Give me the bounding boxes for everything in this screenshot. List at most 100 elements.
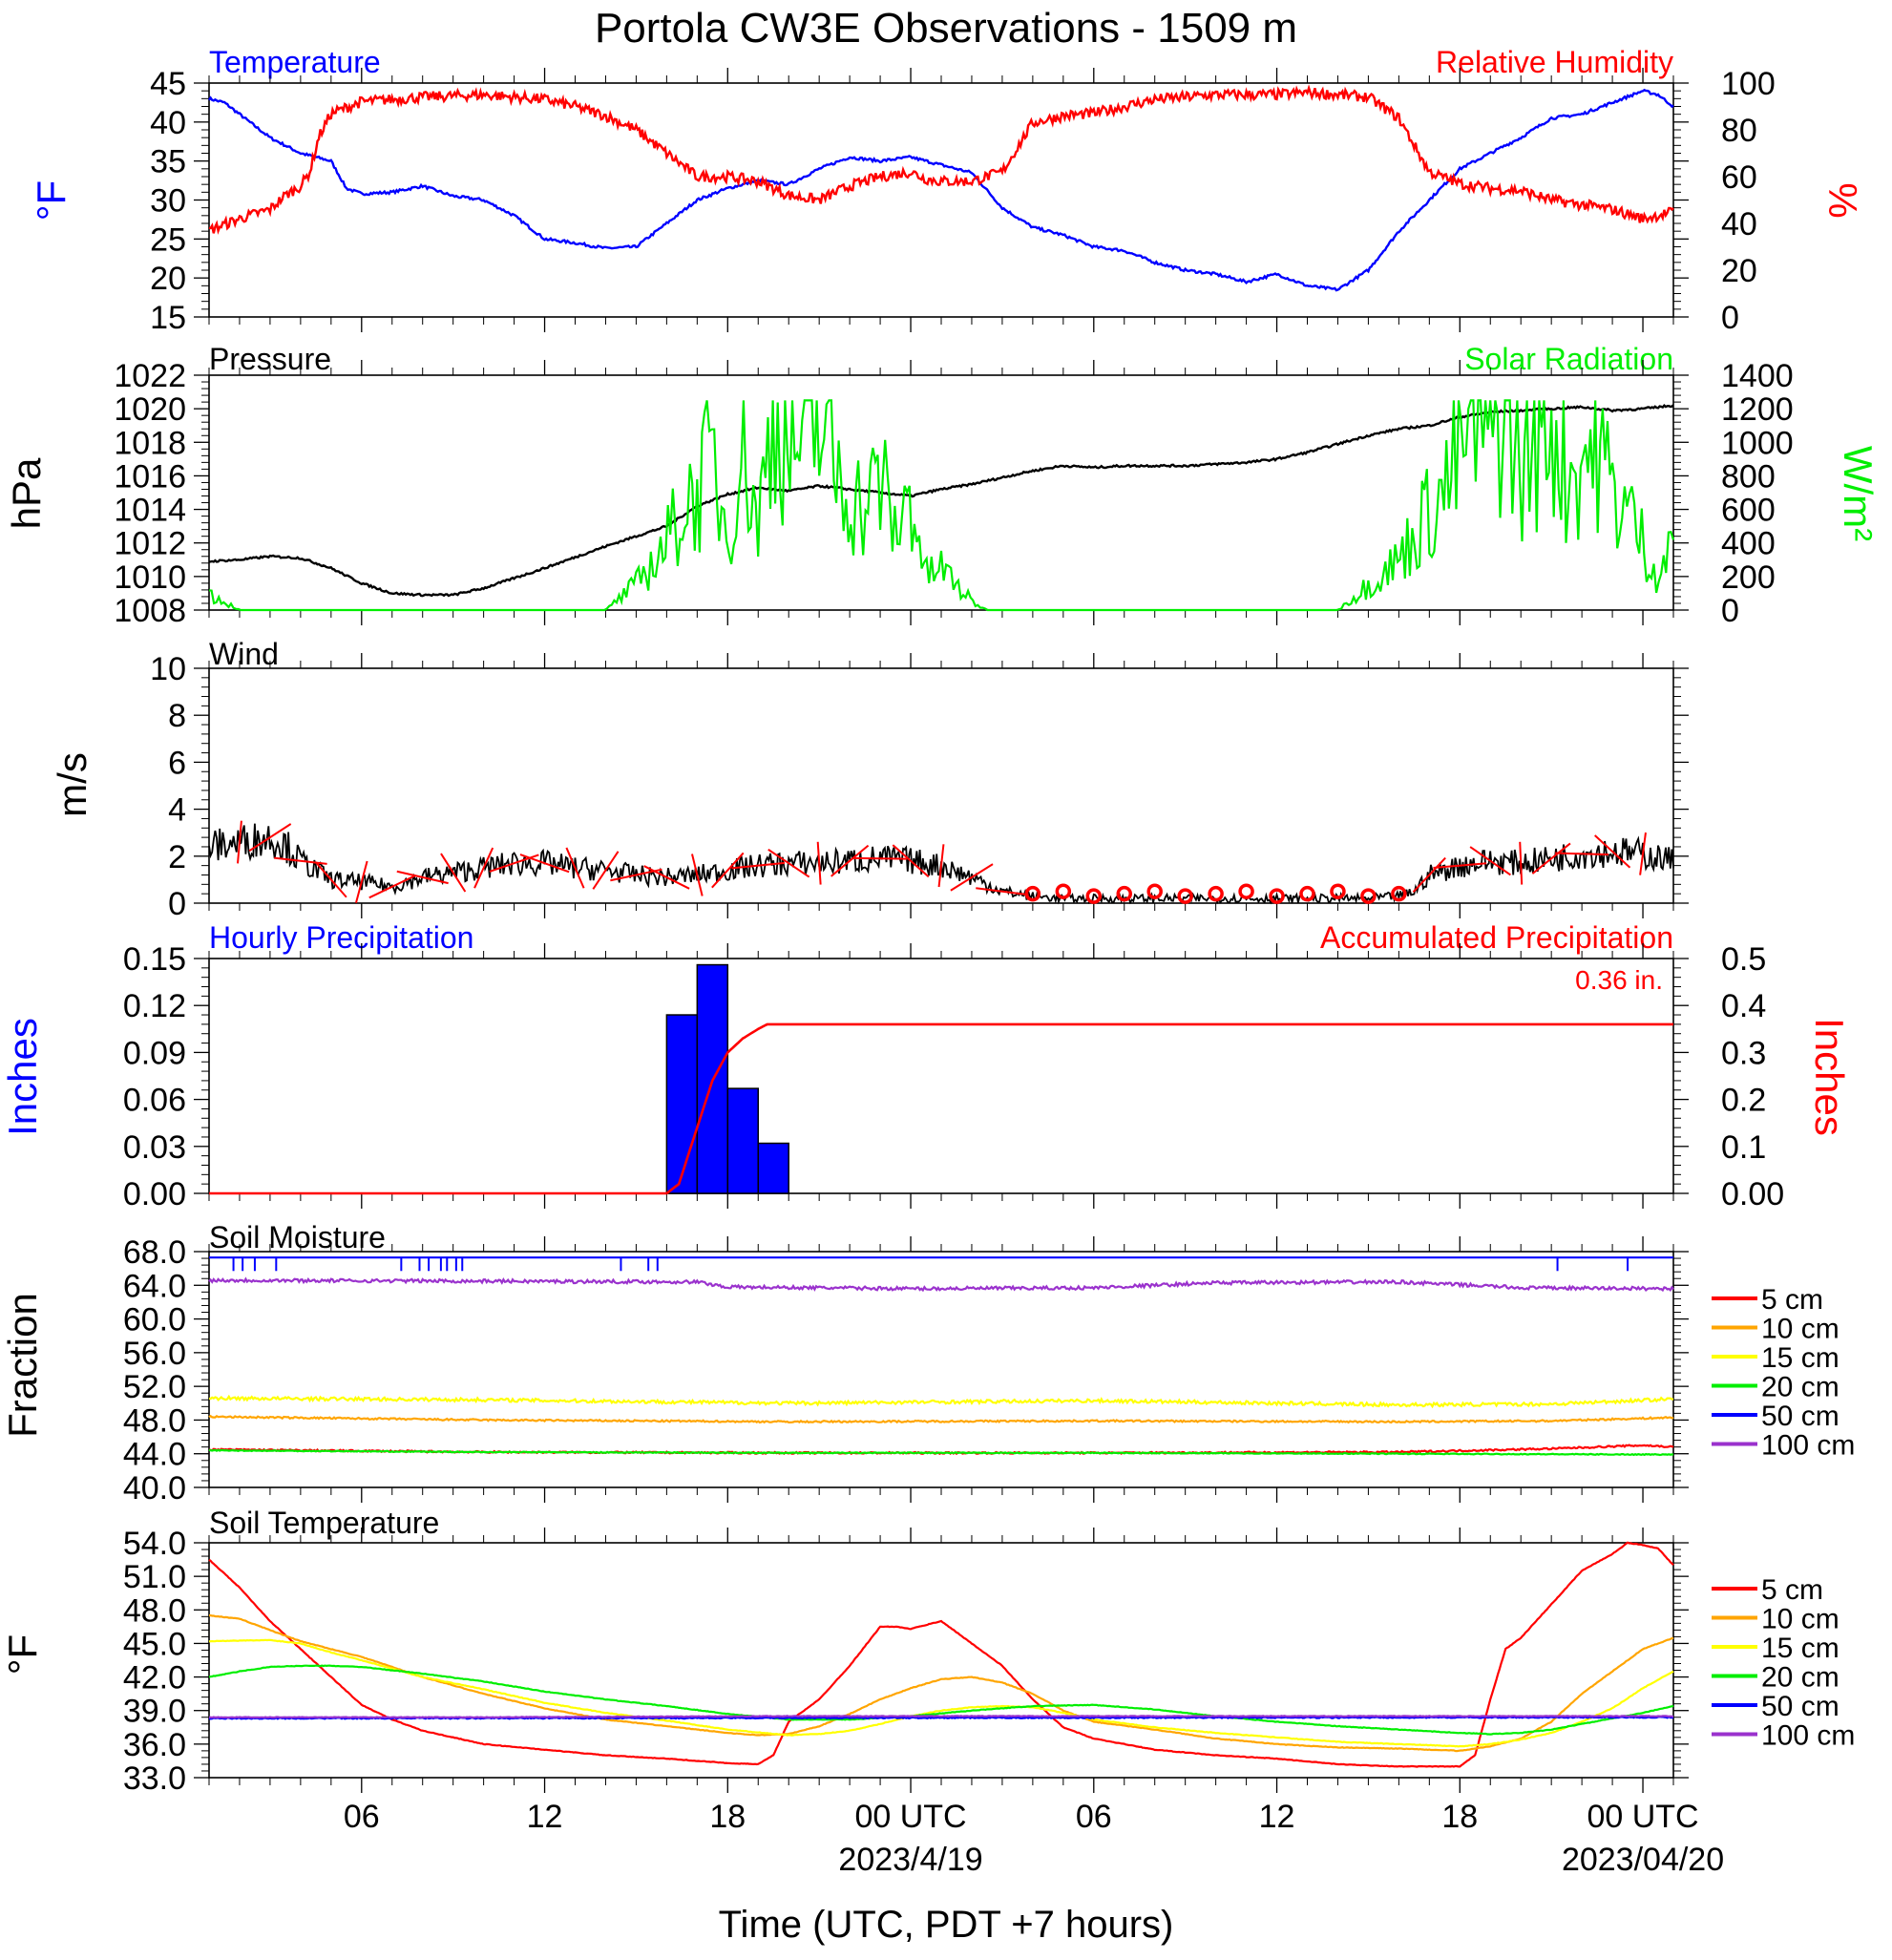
wind-unit: m/s <box>50 752 95 817</box>
wind-direction-stick <box>274 856 327 865</box>
right-tick-label: 1400 <box>1721 358 1794 394</box>
y-tick-label: 1020 <box>114 391 186 428</box>
wind-direction-stick <box>368 875 416 899</box>
pressure-unit: hPa <box>4 457 49 529</box>
right-tick-label: 100 <box>1721 66 1776 102</box>
soil-temp-line-15cm <box>208 1638 1674 1748</box>
wind-direction-stick <box>592 851 620 890</box>
wind-direction-stick <box>237 820 242 864</box>
accum-precip-title: Accumulated Precipitation <box>1320 920 1673 955</box>
right-tick-label: 0.4 <box>1721 988 1766 1024</box>
wind-direction-stick <box>355 860 368 904</box>
plot-frame <box>208 958 1674 1194</box>
wind-direction-stick <box>937 844 945 888</box>
soil-moisture-line-20cm <box>208 1448 1674 1457</box>
soil-temp-line-100cm <box>208 1715 1674 1719</box>
wind-direction-stick <box>440 853 467 893</box>
y-tick-label: 0 <box>168 886 186 922</box>
y-tick-label: 54.0 <box>123 1526 186 1562</box>
soil-moisture-panel: Soil Moisture Fraction 40.044.048.052.05… <box>0 1220 1689 1507</box>
y-tick-label: 30 <box>150 183 186 220</box>
y-tick-label: 0.03 <box>123 1129 186 1166</box>
wind-direction-stick <box>643 865 690 890</box>
y-tick-label: 0.00 <box>123 1176 186 1212</box>
wind-direction-stick <box>1555 852 1609 856</box>
wind-calm-marker <box>1360 888 1377 904</box>
humidity-unit: % <box>1820 182 1865 218</box>
legend-label: 15 cm <box>1761 1633 1839 1664</box>
right-tick-label: 1000 <box>1721 425 1794 461</box>
wind-direction-stick <box>767 848 810 878</box>
y-tick-label: 51.0 <box>123 1559 186 1595</box>
y-tick-label: 0.06 <box>123 1083 186 1119</box>
y-tick-label: 56.0 <box>123 1336 186 1372</box>
wind-panel: Wind m/s 0 2 4 6 8 10 <box>50 637 1689 922</box>
humidity-line <box>208 84 1674 235</box>
y-tick-label: 1010 <box>114 559 186 596</box>
y-tick-label: 2 <box>168 839 186 875</box>
right-tick-label: 1200 <box>1721 391 1794 428</box>
y-tick-label: 0.12 <box>123 988 186 1024</box>
soil-temp-line-5cm <box>208 1541 1674 1768</box>
wind-direction-stick <box>519 854 570 874</box>
plot-frame <box>208 82 1674 318</box>
y-tick-label: 1014 <box>114 493 186 529</box>
wind-direction-stick <box>1469 846 1511 876</box>
y-tick-label: 35 <box>150 144 186 180</box>
x-tick-label: 12 <box>1259 1799 1295 1835</box>
soil-moisture-title: Soil Moisture <box>209 1220 386 1254</box>
wind-calm-marker <box>1085 888 1103 904</box>
solar-title: Solar Radiation <box>1464 342 1673 376</box>
wind-direction-stick <box>565 847 585 889</box>
y-tick-label: 25 <box>150 221 186 258</box>
right-tick-label: 0.3 <box>1721 1035 1766 1071</box>
right-tick-label: 0 <box>1721 300 1739 336</box>
wind-direction-stick <box>853 856 908 860</box>
wind-direction-stick <box>976 887 1029 896</box>
hourly-precip-unit: Inches <box>0 1018 45 1136</box>
right-tick-label: 0.2 <box>1721 1083 1766 1119</box>
solar-unit: W/m² <box>1836 446 1881 541</box>
legend-label: 10 cm <box>1761 1314 1839 1345</box>
y-tick-label: 64.0 <box>123 1268 186 1304</box>
x-axis-label: Time (UTC, PDT +7 hours) <box>719 1904 1174 1946</box>
wind-calm-marker <box>1391 885 1407 902</box>
right-tick-label: 20 <box>1721 253 1757 289</box>
precip-bar <box>757 1142 789 1194</box>
solar-radiation-line <box>208 399 1675 612</box>
wind-direction-stick <box>473 847 494 889</box>
wind-calm-marker <box>1177 888 1193 904</box>
y-tick-label: 1008 <box>114 593 186 629</box>
soil-temp-title: Soil Temperature <box>209 1506 439 1540</box>
soil-temp-line-20cm <box>208 1664 1674 1736</box>
soil-moisture-line-10cm <box>208 1414 1674 1424</box>
wind-direction-stick <box>315 861 347 898</box>
wind-direction-stick <box>1519 841 1524 885</box>
wind-direction-stick <box>830 844 870 877</box>
legend-label: 100 cm <box>1761 1720 1855 1752</box>
wind-direction-stick <box>1412 856 1446 894</box>
y-tick-label: 8 <box>168 698 186 734</box>
wind-direction-stick <box>1639 832 1647 875</box>
y-tick-label: 1022 <box>114 358 186 394</box>
wind-calm-marker <box>1146 883 1163 899</box>
legend-label: 20 cm <box>1761 1662 1839 1694</box>
pressure-line <box>208 403 1674 598</box>
right-tick-label: 0 <box>1721 593 1739 629</box>
legend-label: 100 cm <box>1761 1430 1855 1462</box>
wind-direction-stick <box>1433 862 1487 869</box>
wind-direction-stick <box>950 863 994 892</box>
wind-direction-stick <box>892 844 930 878</box>
temperature-title: Temperature <box>209 45 381 79</box>
x-tick-label: 18 <box>1441 1799 1478 1835</box>
soil-temp-line-10cm <box>209 1614 1674 1753</box>
legend-label: 20 cm <box>1761 1372 1839 1403</box>
wind-direction-stick <box>248 823 292 853</box>
legend-label: 10 cm <box>1761 1604 1839 1635</box>
temperature-unit: °F <box>29 180 74 221</box>
right-tick-label: 400 <box>1721 526 1776 562</box>
right-tick-label: 80 <box>1721 113 1757 149</box>
